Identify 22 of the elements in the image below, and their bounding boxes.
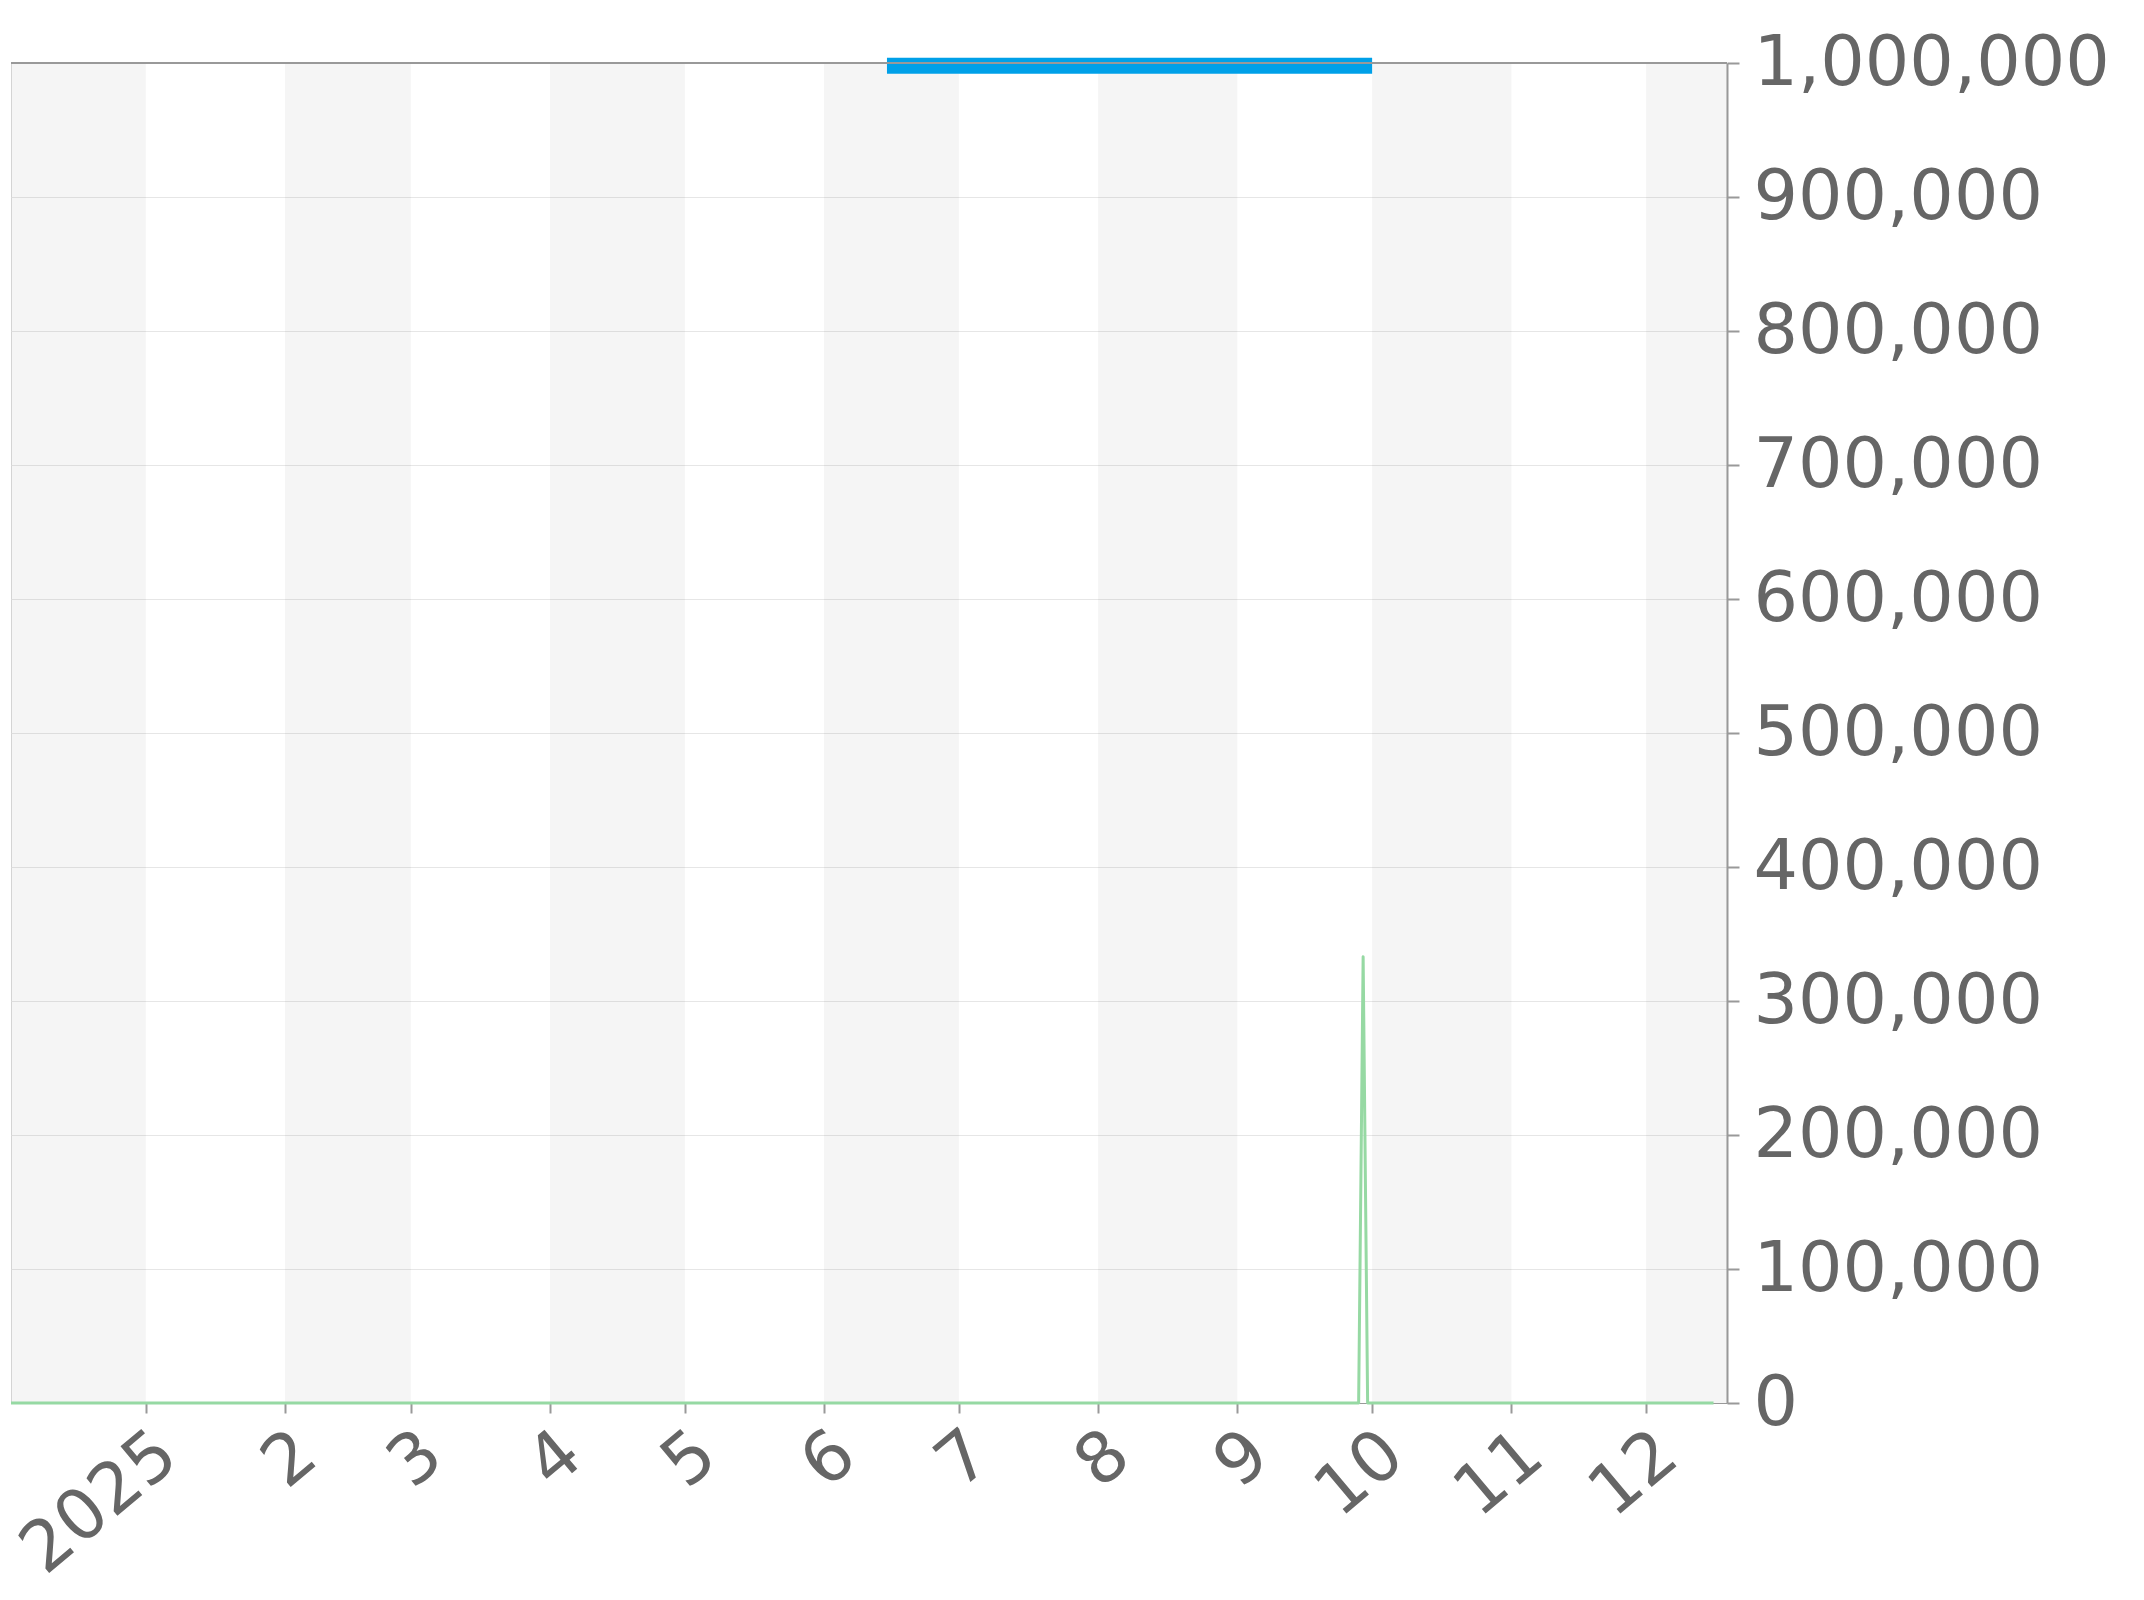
y-tick-label: 800,000 [1753, 287, 2043, 370]
x-tick-label: 7 [918, 1411, 1006, 1504]
x-tick-label: 3 [370, 1411, 458, 1504]
y-tick-label: 0 [1753, 1359, 1799, 1442]
y-tick-label: 200,000 [1753, 1091, 2043, 1174]
y-tick-label: 400,000 [1753, 823, 2043, 906]
y-tick-label: 300,000 [1753, 957, 2043, 1040]
x-tick-label: 9 [1197, 1411, 1285, 1504]
y-tick-label: 500,000 [1753, 689, 2043, 772]
x-tick-label: 10 [1297, 1411, 1419, 1532]
y-tick-label: 900,000 [1753, 153, 2043, 236]
x-tick-label: 12 [1571, 1411, 1693, 1532]
x-tick-label: 2 [244, 1411, 332, 1504]
y-tick-label: 700,000 [1753, 421, 2043, 504]
x-tick-label: 8 [1058, 1411, 1145, 1504]
x-tick-label: 6 [784, 1411, 871, 1504]
y-tick-label: 600,000 [1753, 555, 2043, 638]
x-tick-label: 11 [1437, 1411, 1559, 1532]
y-tick-label: 100,000 [1753, 1225, 2043, 1308]
x-tick-label: 5 [644, 1411, 732, 1504]
y-tick-label: 1,000,000 [1753, 19, 2110, 102]
x-tick-label: 4 [510, 1411, 597, 1504]
